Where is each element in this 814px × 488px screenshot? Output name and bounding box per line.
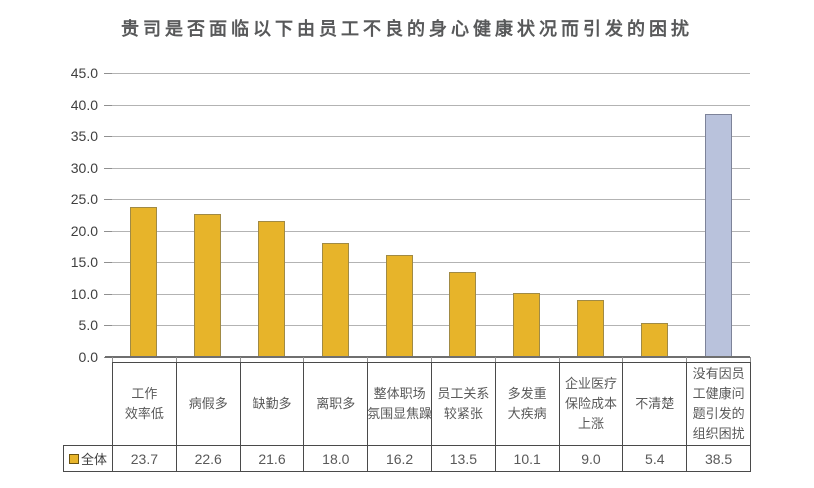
value-cell-6: 13.5: [430, 446, 495, 471]
value-row: 全体 23.7 22.6 21.6 18.0 16.2 13.5 10.1 9.0 5.4 38.…: [63, 445, 751, 472]
legend-cell: 全体: [64, 446, 112, 471]
y-tick-mark: [104, 262, 113, 264]
bar-10: [704, 114, 732, 357]
gridline: [112, 136, 750, 138]
category-label-line: 题引发的: [692, 406, 745, 421]
category-label-line: 多发重: [507, 386, 547, 401]
y-tick-mark: [104, 73, 113, 74]
category-label-line: 工健康问: [692, 386, 745, 401]
bar-1: [130, 207, 158, 357]
category-label-line: 上涨: [577, 416, 604, 431]
category-cell-7: 多发重 大疾病: [494, 363, 559, 445]
gridline: [112, 262, 750, 264]
x-tick-mark: [686, 357, 688, 362]
y-tick-label: 5.0: [78, 317, 98, 334]
value-cell-2: 22.6: [175, 446, 240, 471]
bar-8: [577, 300, 604, 357]
category-cell-8: 企业医疗保险成本上涨: [558, 363, 623, 445]
category-label-line: 缺勤多: [252, 396, 292, 411]
bar-4: [321, 243, 349, 357]
gridline: [112, 230, 750, 232]
category-label-line: 组织困扰: [692, 426, 745, 441]
y-tick-label: 35.0: [70, 128, 98, 145]
x-tick-mark: [622, 357, 624, 362]
category-cell-3: 缺勤多: [239, 363, 304, 445]
category-cell-10: 没有因员工健康问题引发的组织困扰: [686, 363, 750, 445]
x-tick-mark: [112, 357, 113, 362]
y-tick-label: 25.0: [70, 191, 98, 208]
x-tick-mark: [494, 357, 496, 362]
y-tick-mark: [104, 293, 113, 295]
gridline: [112, 293, 750, 295]
category-label-line: 病假多: [188, 396, 228, 411]
bar-7: [513, 293, 541, 357]
gridline: [112, 325, 750, 327]
x-tick-mark: [750, 357, 751, 362]
category-label-line: 离职多: [316, 396, 356, 411]
bar-9: [640, 322, 668, 357]
y-tick-mark: [104, 230, 113, 232]
value-cell-7: 10.1: [494, 446, 559, 471]
y-tick-mark: [104, 199, 113, 201]
category-header-row: 工作 效率低 病假多 缺勤多 离职多 整体职场 氛围显焦躁 员工关系 较紧张 多发重 大疾病 企业医疗…: [112, 362, 751, 445]
y-tick-label: 40.0: [70, 96, 98, 113]
x-tick-mark: [367, 357, 369, 362]
value-cell-3: 21.6: [239, 446, 304, 471]
y-tick-mark: [104, 325, 113, 327]
x-tick-mark: [239, 357, 241, 362]
bar-6: [449, 271, 477, 357]
y-tick-label: 45.0: [70, 65, 98, 81]
category-cell-2: 病假多: [175, 363, 240, 445]
y-tick-label: 10.0: [70, 285, 98, 302]
category-label-line: 大疾病: [507, 406, 547, 421]
data-table: 工作 效率低 病假多 缺勤多 离职多 整体职场 氛围显焦躁 员工关系 较紧张 多发重 大疾病 企业医疗…: [63, 362, 751, 472]
value-cell-4: 18.0: [303, 446, 367, 471]
gridline: [112, 167, 750, 169]
x-tick-mark: [431, 357, 432, 362]
category-label-line: 保险成本: [564, 396, 617, 411]
bar-5: [385, 254, 413, 357]
y-tick-mark: [104, 167, 113, 169]
category-label-line: 工作: [131, 386, 158, 401]
y-tick-label: 30.0: [70, 159, 98, 176]
category-label-line: 整体职场: [373, 386, 426, 401]
y-tick-label: 0.0: [78, 349, 98, 365]
category-cell-4: 离职多: [303, 363, 367, 445]
y-tick-mark: [104, 104, 113, 106]
category-label-line: 较紧张: [443, 406, 483, 421]
gridline: [112, 104, 750, 106]
x-axis-line: [105, 356, 750, 358]
category-label-line: 不清楚: [635, 396, 675, 411]
category-cell-1: 工作 效率低: [112, 363, 176, 445]
x-tick-mark: [558, 357, 560, 362]
category-cell-5: 整体职场 氛围显焦躁: [367, 363, 431, 445]
category-cell-9: 不清楚: [622, 363, 686, 445]
gridline: [112, 199, 750, 201]
category-label-line: 氛围显焦躁: [367, 406, 431, 421]
category-label-line: 效率低: [124, 406, 164, 421]
bar-2: [194, 214, 222, 357]
y-tick-label: 15.0: [70, 254, 98, 271]
y-tick-label: 20.0: [70, 222, 98, 239]
value-cell-8: 9.0: [558, 446, 623, 471]
chart-title: 贵司是否面临以下由员工不良的身心健康状况而引发的困扰: [121, 19, 693, 39]
value-cell-9: 5.4: [622, 446, 686, 471]
plot-area: [105, 73, 750, 358]
category-cell-6: 员工关系 较紧张: [430, 363, 495, 445]
y-tick-mark: [104, 136, 113, 138]
value-cell-1: 23.7: [112, 446, 176, 471]
value-cell-10: 38.5: [686, 446, 750, 471]
legend-label: 全体: [80, 452, 107, 467]
category-label-line: 企业医疗: [564, 376, 617, 391]
category-label-line: 员工关系: [437, 386, 490, 401]
bar-3: [258, 220, 285, 357]
value-cell-5: 16.2: [367, 446, 431, 471]
x-tick-mark: [175, 357, 177, 362]
legend-swatch-icon: [68, 453, 79, 464]
x-tick-mark: [303, 357, 305, 362]
gridline: [112, 73, 750, 74]
category-label-line: 没有因员: [692, 366, 745, 381]
